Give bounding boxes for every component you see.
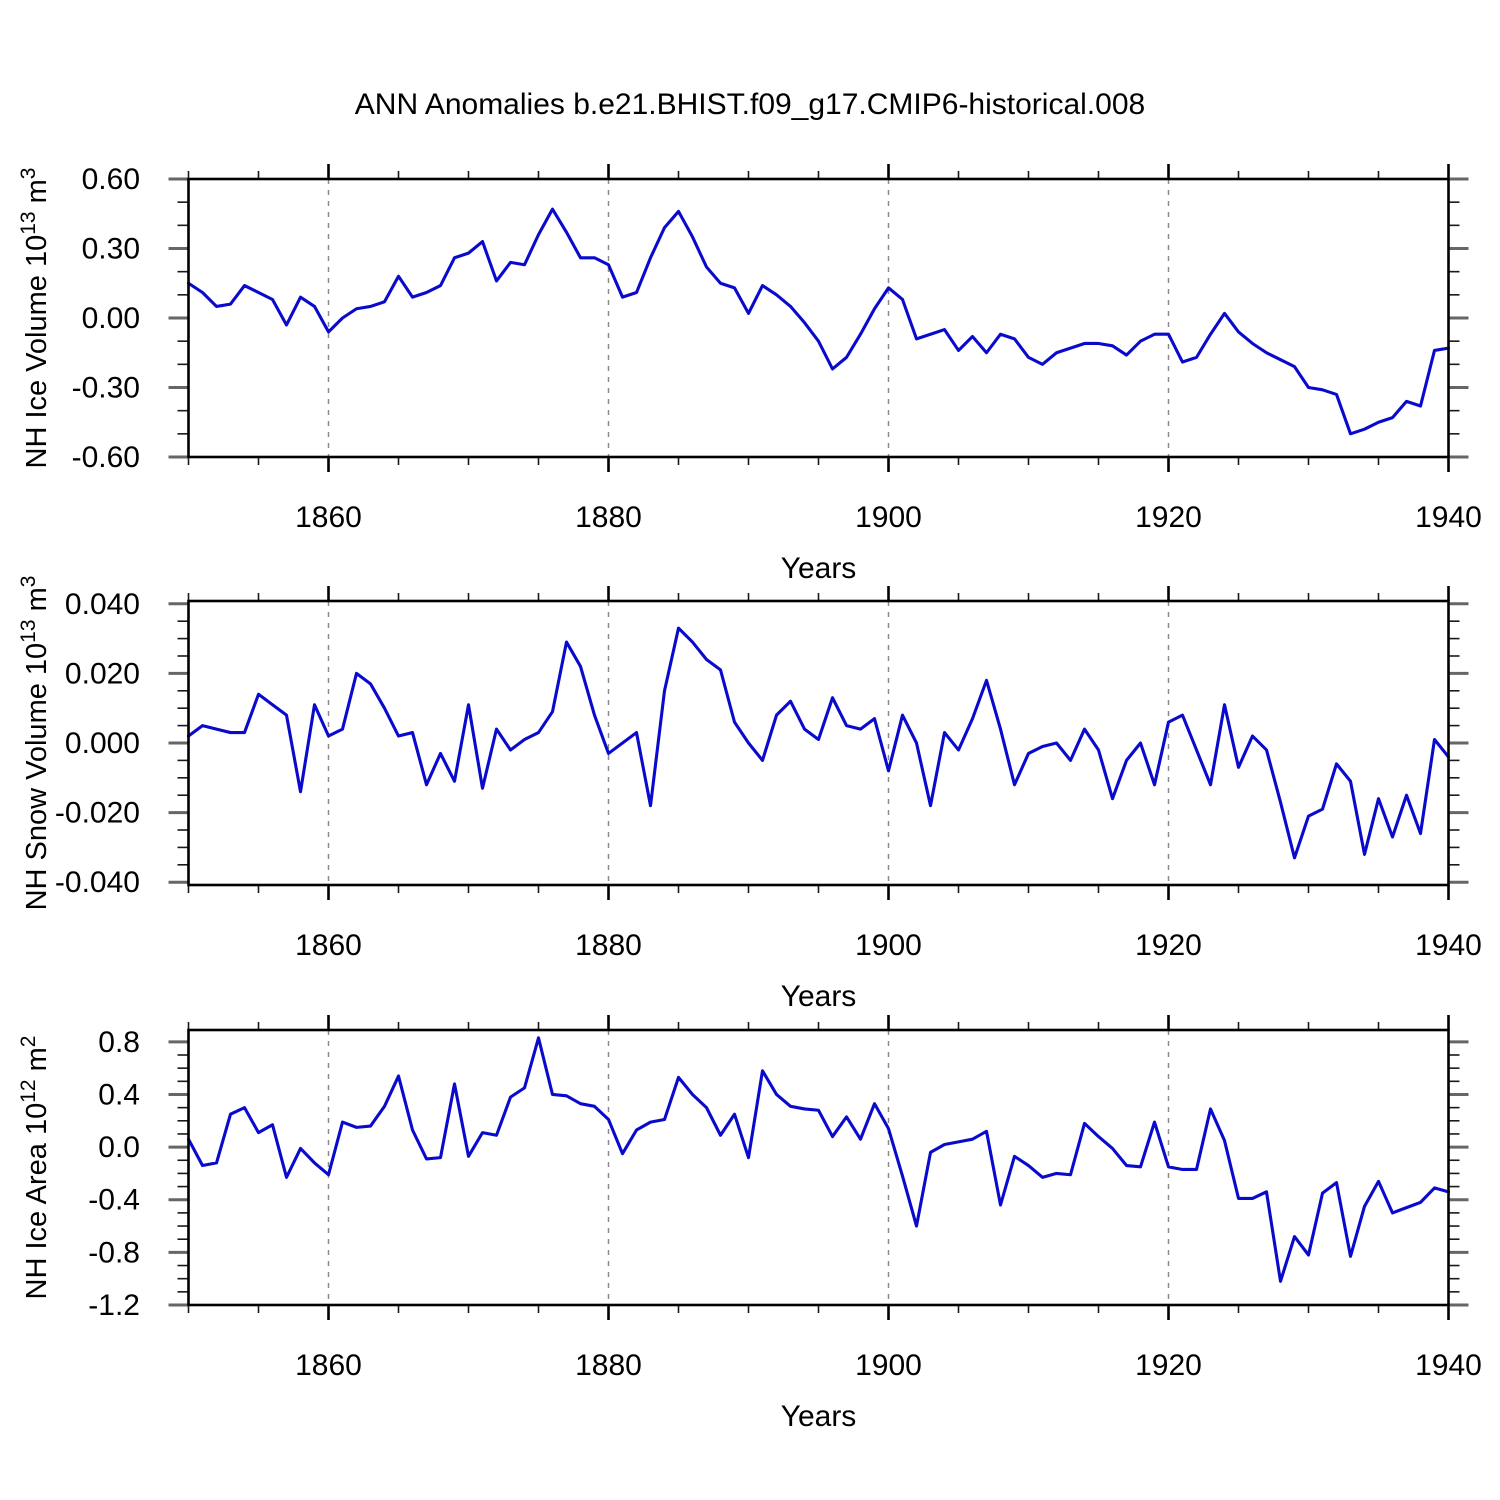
x-tick-label: 1940 (1415, 501, 1482, 534)
panel-nh-snow-volume: 0.040 0.020 0.000 -0.020 -0.040 1860 1880 1900 1… (17, 576, 1482, 1013)
x-tick-label: 1920 (1135, 929, 1202, 962)
y-axis-title: NH Snow Volume 1013 m3 (17, 576, 53, 911)
plot-border (187, 177, 1450, 459)
plot-border (187, 1028, 1450, 1307)
y-axis-title-superscript: 3 (17, 168, 40, 180)
series-line-nh-ice-volume (186, 207, 1451, 436)
x-tick-label: 1860 (295, 1349, 362, 1382)
y-tick-label: 0.60 (82, 163, 140, 196)
y-axis-title: NH Ice Area 1012 m2 (17, 1036, 53, 1300)
x-tick-label: 1900 (855, 501, 922, 534)
y-axis-title-superscript: 12 (17, 1079, 40, 1102)
x-tick-label: 1860 (295, 501, 362, 534)
y-axis-title-superscript: 3 (17, 576, 40, 588)
y-tick-label: 0.0 (98, 1131, 140, 1164)
x-axis-title: Years (781, 552, 857, 585)
plot-border (187, 599, 1450, 887)
y-tick-label: -0.8 (88, 1236, 140, 1269)
x-tick-label: 1940 (1415, 929, 1482, 962)
y-axis-title-superscript: 2 (17, 1036, 40, 1048)
x-tick-label: 1880 (575, 1349, 642, 1382)
y-tick-label: 0.040 (65, 588, 140, 621)
y-tick-label: -1.2 (88, 1289, 140, 1322)
y-axis-title-text: NH Snow Volume 10 (21, 643, 53, 911)
y-tick-label: 0.30 (82, 233, 140, 266)
chart-title: ANN Anomalies b.e21.BHIST.f09_g17.CMIP6-… (354, 88, 1146, 121)
y-tick-label: -0.30 (72, 372, 140, 405)
x-tick-label: 1940 (1415, 1349, 1482, 1382)
y-tick-label: -0.020 (55, 797, 140, 830)
y-tick-label: 0.020 (65, 657, 140, 690)
y-tick-label: -0.040 (55, 866, 140, 899)
y-axis-title-text: NH Ice Volume 10 (21, 235, 53, 469)
y-axis-title-text: m (21, 179, 53, 211)
x-tick-label: 1900 (855, 1349, 922, 1382)
panel-nh-ice-area: 0.8 0.4 0.0 -0.4 -0.8 -1.2 1860 1880 1900 1920 194… (17, 1015, 1482, 1433)
y-tick-label: -0.4 (88, 1184, 140, 1217)
y-tick-label: -0.60 (72, 441, 140, 474)
x-axis-title: Years (781, 1400, 857, 1433)
x-tick-label: 1880 (575, 929, 642, 962)
x-tick-label: 1920 (1135, 1349, 1202, 1382)
y-axis-title: NH Ice Volume 1013 m3 (17, 168, 53, 469)
y-axis-title-superscript: 13 (17, 211, 40, 234)
x-tick-label: 1880 (575, 501, 642, 534)
x-axis-title: Years (781, 980, 857, 1013)
panel-nh-ice-volume: 0.60 0.30 0.00 -0.30 -0.60 1860 1880 1900 1920 19… (17, 163, 1482, 585)
y-tick-label: 0.4 (98, 1078, 140, 1111)
y-axis-title-text: m (21, 587, 53, 619)
y-axis-title-text: NH Ice Area 10 (21, 1103, 53, 1300)
x-tick-label: 1920 (1135, 501, 1202, 534)
y-tick-label: 0.000 (65, 727, 140, 760)
series-line-nh-ice-area (186, 1036, 1451, 1283)
y-axis-title-text: m (21, 1047, 53, 1079)
y-tick-label: 0.8 (98, 1026, 140, 1059)
x-tick-label: 1900 (855, 929, 922, 962)
y-axis-title-superscript: 13 (17, 619, 40, 642)
x-tick-label: 1860 (295, 929, 362, 962)
series-line-nh-snow-volume (186, 626, 1451, 860)
y-tick-label: 0.00 (82, 302, 140, 335)
